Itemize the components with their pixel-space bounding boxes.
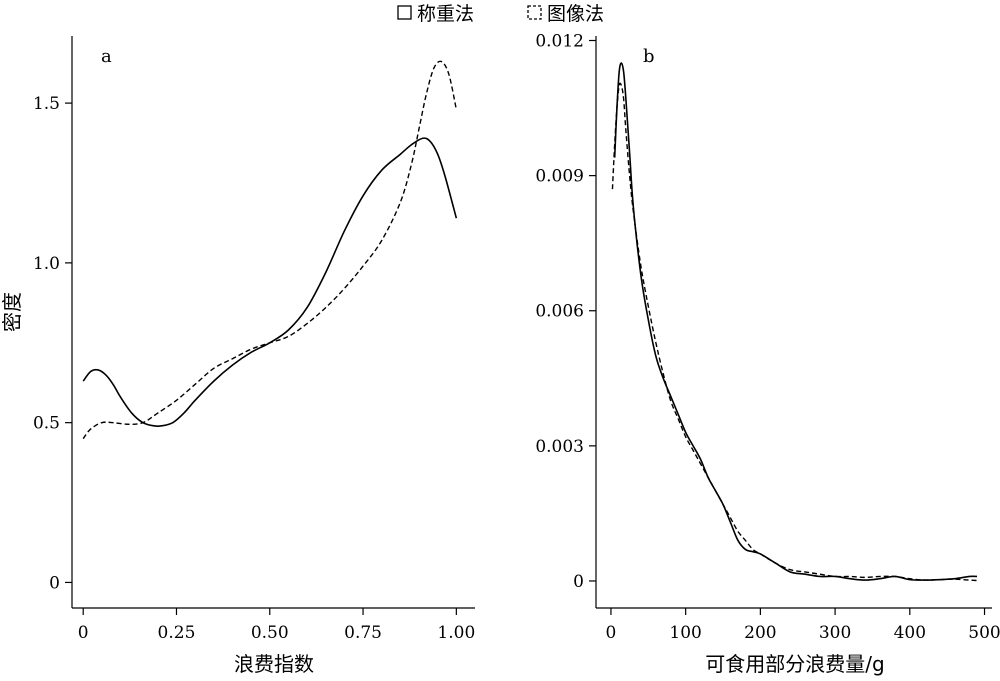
panel-a-y-tick-label: 0 bbox=[49, 573, 60, 593]
panel-a-x-tick-label: 0 bbox=[78, 623, 89, 643]
panel-b-y-tick-label: 0 bbox=[573, 572, 584, 592]
panel-a-y-tick-label: 1.0 bbox=[33, 254, 60, 274]
panel-a-x-tick-label: 0.25 bbox=[158, 623, 196, 643]
panel-b-y-tick-label: 0.009 bbox=[535, 167, 584, 187]
legend: 称重法 图像法 bbox=[397, 3, 604, 25]
legend-swatch-weighing bbox=[397, 5, 412, 20]
panel-b-y-tick-label: 0.003 bbox=[535, 437, 584, 457]
panel-b-y-tick-label: 0.012 bbox=[535, 32, 584, 52]
panel-b-x-tick-label: 400 bbox=[894, 623, 926, 643]
panel-a-letter: a bbox=[101, 46, 112, 67]
panel-a-x-tick-label: 0.75 bbox=[344, 623, 382, 643]
panel-a-y-tick-label: 1.5 bbox=[33, 94, 60, 114]
panel-a-ylabel: 密度 bbox=[0, 292, 24, 332]
panel-a-series-image-method-line bbox=[82, 60, 458, 440]
panel-b-series-image-method-line bbox=[611, 82, 978, 582]
panel-b-y-tick-label: 0.006 bbox=[535, 302, 584, 322]
panel-b-x-tick-label: 200 bbox=[744, 623, 776, 643]
panel-b-letter: b bbox=[643, 46, 655, 67]
panel-a-x-tick-label: 1.00 bbox=[437, 623, 475, 643]
legend-label-weighing: 称重法 bbox=[417, 3, 474, 25]
panel-b-x-tick-label: 500 bbox=[968, 623, 1000, 643]
legend-swatch-image bbox=[527, 5, 542, 20]
panel-b-series-weighing-method-line bbox=[613, 62, 978, 581]
panel-a-x-tick-label: 0.50 bbox=[251, 623, 289, 643]
panel-a-series-weighing-method-line bbox=[82, 137, 458, 428]
panel-b-x-tick-label: 100 bbox=[669, 623, 701, 643]
panel-b-x-tick-label: 300 bbox=[819, 623, 851, 643]
panel-b-xlabel: 可食用部分浪费量/g bbox=[705, 652, 884, 676]
panel-a-y-tick-label: 0.5 bbox=[33, 414, 60, 434]
panel-b-x-tick-label: 0 bbox=[606, 623, 617, 643]
panel-a-xlabel: 浪费指数 bbox=[234, 652, 314, 676]
legend-label-image: 图像法 bbox=[547, 3, 604, 25]
panel-b: b 可食用部分浪费量/g 0 100 200 300 400 500 0 0.003 0.006… bbox=[535, 32, 1000, 676]
panel-a: a 浪费指数 密度 0 0.25 0.50 0.75 1.00 0 0.5 1.0 1.5 bbox=[0, 36, 475, 676]
